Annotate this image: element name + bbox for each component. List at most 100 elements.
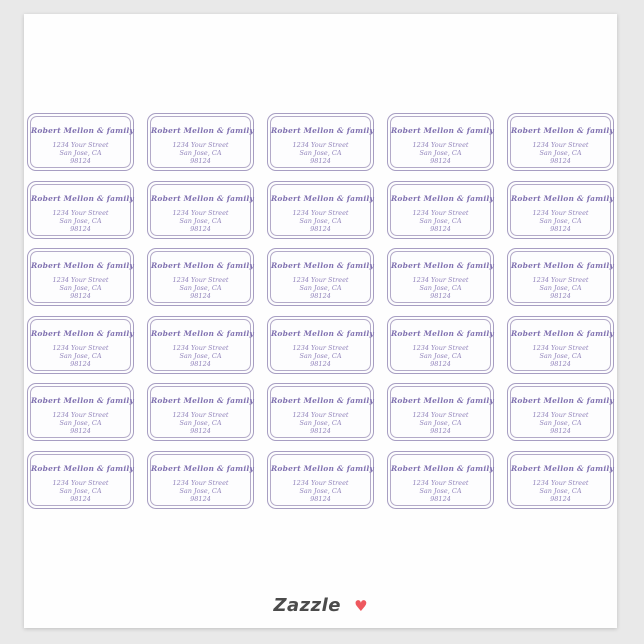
label-inner-border: Robert Mellon & family 1234 Your Street … [390,318,494,371]
label-zip: 98124 [70,224,91,233]
label-street: 1234 Your Street [412,343,469,352]
label-zip: 98124 [550,427,571,435]
label-name: Robert Mellon & family [151,463,254,473]
product-image-card[interactable]: Robert Mellon & family 1234 Your Street … [24,14,617,628]
label-street: 1234 Your Street [52,411,109,419]
label-zip: 98124 [70,292,91,300]
label-street: 1234 Your Street [292,276,349,284]
label-inner-border: Robert Mellon & family 1234 Your Street … [30,318,134,371]
zazzle-logo: Zazzle [273,595,341,616]
address-label: Robert Mellon & family 1234 Your Street … [147,113,254,171]
label-name: Robert Mellon & family [151,396,254,405]
label-city: San Jose, CA [299,351,342,360]
address-label: Robert Mellon & family 1234 Your Street … [387,383,494,441]
label-zip: 98124 [190,427,211,435]
address-label: Robert Mellon & family 1234 Your Street … [27,315,134,374]
label-zip: 98124 [550,494,571,503]
label-zip: 98124 [310,157,331,165]
label-inner-border: Robert Mellon & family 1234 Your Street … [510,318,614,371]
label-name: Robert Mellon & family [271,396,374,405]
label-street: 1234 Your Street [52,208,109,217]
label-street: 1234 Your Street [412,411,469,419]
label-name: Robert Mellon & family [511,328,614,338]
label-name: Robert Mellon & family [31,193,134,203]
label-name: Robert Mellon & family [31,396,134,405]
label-zip: 98124 [310,224,331,233]
label-name: Robert Mellon & family [271,193,374,203]
address-label: Robert Mellon & family 1234 Your Street … [27,248,134,306]
address-label: Robert Mellon & family 1234 Your Street … [267,113,374,171]
label-inner-border: Robert Mellon & family 1234 Your Street … [390,116,494,168]
label-zip: 98124 [550,292,571,300]
label-street: 1234 Your Street [292,208,349,217]
label-city: San Jose, CA [299,149,342,157]
label-zip: 98124 [70,359,91,368]
label-name: Robert Mellon & family [511,193,614,203]
label-street: 1234 Your Street [292,411,349,419]
label-street: 1234 Your Street [412,141,469,149]
label-name: Robert Mellon & family [391,261,494,270]
label-city: San Jose, CA [299,486,342,495]
label-street: 1234 Your Street [52,276,109,284]
label-city: San Jose, CA [419,149,462,157]
label-inner-border: Robert Mellon & family 1234 Your Street … [510,386,614,438]
label-city: San Jose, CA [539,351,582,360]
address-label: Robert Mellon & family 1234 Your Street … [147,450,254,509]
label-zip: 98124 [310,427,331,435]
label-street: 1234 Your Street [292,343,349,352]
label-inner-border: Robert Mellon & family 1234 Your Street … [270,251,374,303]
label-city: San Jose, CA [59,486,102,495]
label-name: Robert Mellon & family [391,126,494,135]
label-zip: 98124 [430,494,451,503]
label-city: San Jose, CA [299,216,342,225]
address-label: Robert Mellon & family 1234 Your Street … [387,248,494,306]
label-zip: 98124 [550,359,571,368]
label-name: Robert Mellon & family [31,261,134,270]
label-city: San Jose, CA [419,419,462,427]
address-label: Robert Mellon & family 1234 Your Street … [507,180,614,239]
label-street: 1234 Your Street [412,276,469,284]
label-inner-border: Robert Mellon & family 1234 Your Street … [390,183,494,236]
label-city: San Jose, CA [59,351,102,360]
label-inner-border: Robert Mellon & family 1234 Your Street … [510,453,614,506]
address-label: Robert Mellon & family 1234 Your Street … [147,248,254,306]
label-inner-border: Robert Mellon & family 1234 Your Street … [150,183,254,236]
label-zip: 98124 [70,494,91,503]
label-city: San Jose, CA [179,149,222,157]
label-city: San Jose, CA [179,351,222,360]
label-sheet: Robert Mellon & family 1234 Your Street … [24,113,617,509]
label-inner-border: Robert Mellon & family 1234 Your Street … [150,116,254,168]
label-street: 1234 Your Street [412,478,469,487]
label-city: San Jose, CA [59,216,102,225]
label-street: 1234 Your Street [52,141,109,149]
label-street: 1234 Your Street [172,343,229,352]
address-label: Robert Mellon & family 1234 Your Street … [27,180,134,239]
label-name: Robert Mellon & family [391,463,494,473]
label-inner-border: Robert Mellon & family 1234 Your Street … [270,183,374,236]
address-label: Robert Mellon & family 1234 Your Street … [387,180,494,239]
label-zip: 98124 [430,224,451,233]
label-city: San Jose, CA [539,419,582,427]
label-inner-border: Robert Mellon & family 1234 Your Street … [510,183,614,236]
label-zip: 98124 [430,359,451,368]
label-inner-border: Robert Mellon & family 1234 Your Street … [390,453,494,506]
heart-icon: ♥ [354,596,368,615]
label-zip: 98124 [550,157,571,165]
address-label: Robert Mellon & family 1234 Your Street … [387,113,494,171]
label-zip: 98124 [430,427,451,435]
label-city: San Jose, CA [179,284,222,292]
label-zip: 98124 [310,292,331,300]
label-inner-border: Robert Mellon & family 1234 Your Street … [510,116,614,168]
label-street: 1234 Your Street [172,411,229,419]
label-zip: 98124 [70,427,91,435]
label-inner-border: Robert Mellon & family 1234 Your Street … [270,453,374,506]
label-name: Robert Mellon & family [391,193,494,203]
label-city: San Jose, CA [419,351,462,360]
label-inner-border: Robert Mellon & family 1234 Your Street … [150,318,254,371]
label-zip: 98124 [190,359,211,368]
label-street: 1234 Your Street [532,411,589,419]
label-street: 1234 Your Street [172,141,229,149]
address-label: Robert Mellon & family 1234 Your Street … [507,315,614,374]
label-city: San Jose, CA [539,149,582,157]
label-name: Robert Mellon & family [31,126,134,135]
